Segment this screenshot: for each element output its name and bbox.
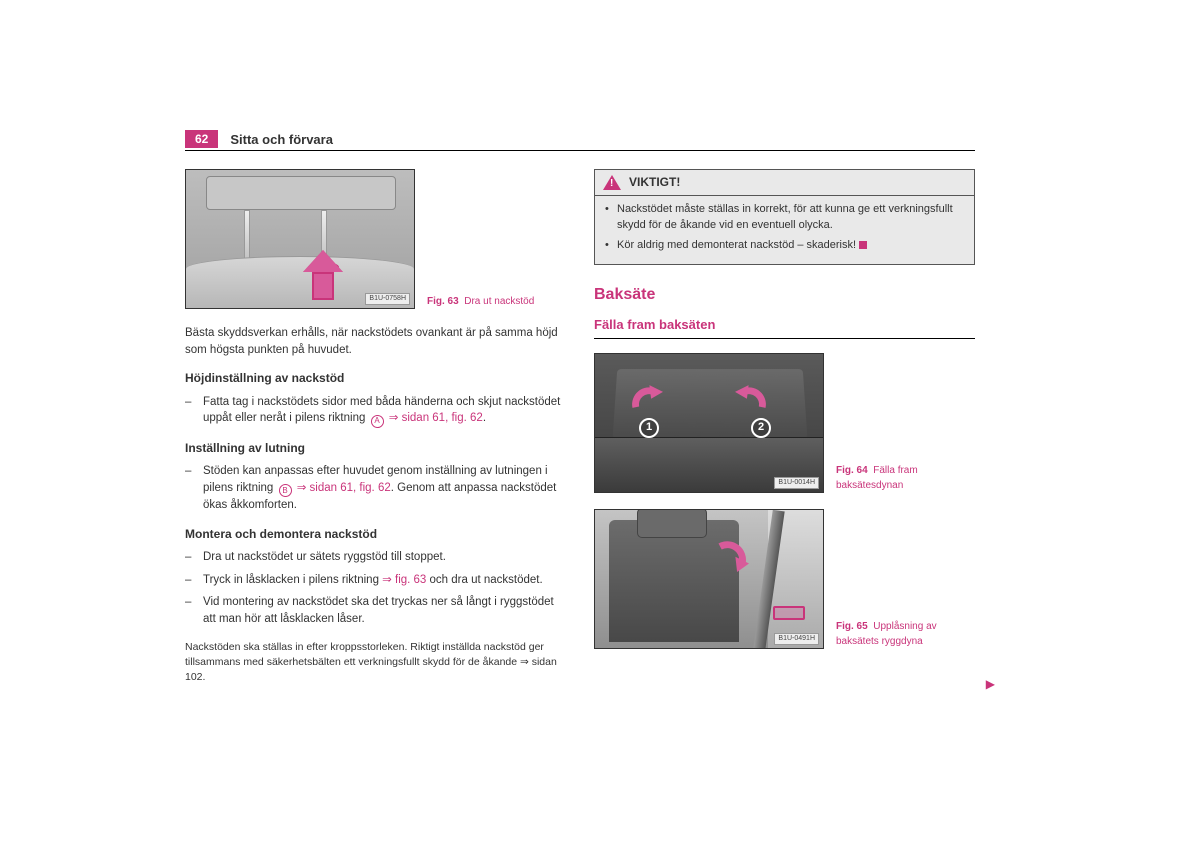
curve-arrow-1-icon [629, 380, 663, 414]
figure-64-stamp: B1U-0014H [774, 477, 819, 489]
height-heading: Höjdinställning av nackstöd [185, 370, 566, 387]
right-column: VIKTIGT! Nackstödet måste ställas in kor… [594, 169, 975, 697]
figure-65-number: Fig. 65 [836, 621, 868, 632]
warning-body: Nackstödet måste ställas in korrekt, för… [595, 196, 974, 264]
warning-header: VIKTIGT! [595, 170, 974, 196]
figure-63-image: B1U-0758H [185, 169, 415, 309]
latch-highlight [773, 606, 805, 620]
figure-63: B1U-0758H Fig. 63 Dra ut nackstöd [185, 169, 566, 309]
page-header: 62 Sitta och förvara [185, 130, 975, 151]
up-arrow-icon [312, 250, 343, 300]
figure-63-number: Fig. 63 [427, 296, 459, 307]
tilt-list: Stöden kan anpassas efter huvudet genom … [185, 463, 566, 514]
mount-list: Dra ut nackstödet ur sätets ryggstöd til… [185, 549, 566, 628]
figure-64: 1 2 B1U-0014H Fig. 64 Fälla fram baksäte… [594, 353, 975, 493]
warning-title: VIKTIGT! [629, 174, 680, 191]
continue-arrow-icon: ▶ [986, 676, 995, 693]
warning-bullet-1: Nackstödet måste ställas in korrekt, för… [605, 202, 964, 234]
figure-65-caption: Fig. 65 Upplåsning av baksätets ryggdyna [836, 620, 956, 649]
figure-64-caption: Fig. 64 Fälla fram baksätesdynan [836, 464, 956, 493]
figure-64-image: 1 2 B1U-0014H [594, 353, 824, 493]
fold-heading: Fälla fram baksäten [594, 316, 975, 339]
figure-65-image: B1U-0491H [594, 509, 824, 649]
height-ref: ⇒ sidan 61, fig. 62 [386, 412, 483, 424]
height-list: Fatta tag i nackstödets sidor med båda h… [185, 394, 566, 428]
mount-item-3: Vid montering av nackstödet ska det tryc… [185, 594, 566, 627]
rear-seat-heading: Baksäte [594, 283, 975, 306]
ref-circle-a: A [371, 415, 384, 428]
end-block-icon [859, 241, 867, 249]
footnote: Nackstöden ska ställas in efter kroppsst… [185, 640, 566, 686]
mount-item-2: Tryck in låsklacken i pilens riktning ⇒ … [185, 572, 566, 589]
figure-63-stamp: B1U-0758H [365, 293, 410, 305]
left-column: B1U-0758H Fig. 63 Dra ut nackstöd Bästa … [185, 169, 566, 697]
warning-triangle-icon [603, 175, 621, 190]
figure-63-caption: Fig. 63 Dra ut nackstöd [427, 295, 534, 310]
warning-bullet-2: Kör aldrig med demonterat nackstöd – ska… [605, 238, 964, 254]
curve-arrow-2-icon [735, 380, 769, 414]
section-title: Sitta och förvara [230, 132, 333, 147]
ref-circle-b: B [279, 484, 292, 497]
figure-65-stamp: B1U-0491H [774, 633, 819, 645]
curve-arrow-3-icon [715, 538, 749, 572]
figure-64-number: Fig. 64 [836, 465, 868, 476]
height-item: Fatta tag i nackstödets sidor med båda h… [185, 394, 566, 428]
mount-item-1: Dra ut nackstödet ur sätets ryggstöd til… [185, 549, 566, 566]
mount-heading: Montera och demontera nackstöd [185, 526, 566, 543]
figure-65: B1U-0491H Fig. 65 Upplåsning av baksätet… [594, 509, 975, 649]
tilt-heading: Inställning av lutning [185, 440, 566, 457]
figure-63-text: Dra ut nackstöd [464, 296, 534, 307]
tilt-item: Stöden kan anpassas efter huvudet genom … [185, 463, 566, 514]
intro-paragraph: Bästa skyddsverkan erhålls, när nackstöd… [185, 325, 566, 358]
page-number-badge: 62 [185, 130, 218, 148]
mount-ref: ⇒ fig. 63 [382, 574, 426, 586]
warning-box: VIKTIGT! Nackstödet måste ställas in kor… [594, 169, 975, 265]
tilt-ref: ⇒ sidan 61, fig. 62 [294, 482, 391, 494]
